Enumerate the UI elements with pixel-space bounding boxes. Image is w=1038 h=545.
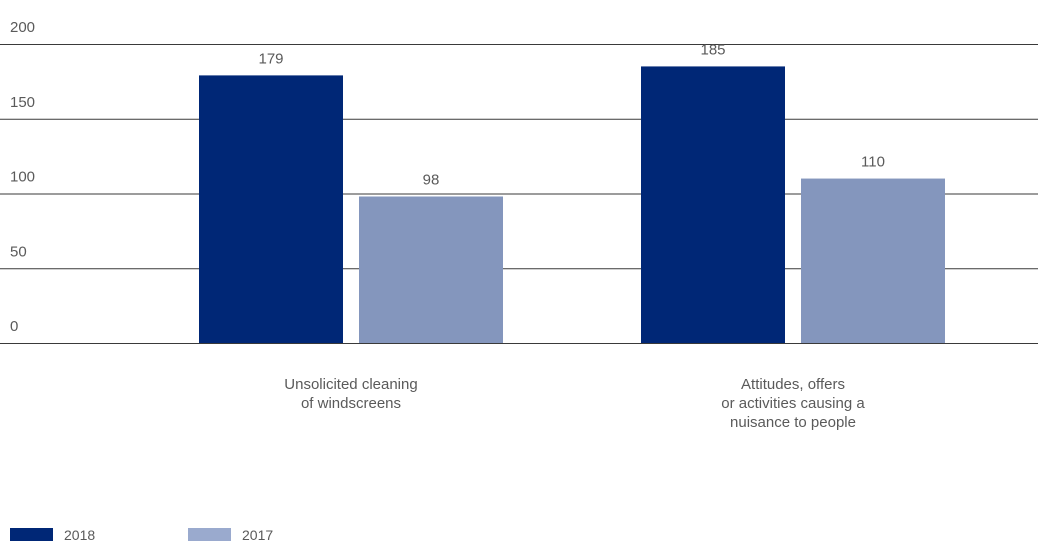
y-tick-label: 100 [10, 169, 35, 186]
category-label: of windscreens [301, 395, 401, 412]
y-tick-label: 150 [10, 94, 35, 111]
y-tick-label: 0 [10, 318, 18, 335]
data-label: 185 [700, 41, 725, 58]
legend-label-2017: 2017 [242, 527, 273, 543]
bar-2017-1 [801, 178, 945, 343]
legend-swatch-2018 [10, 528, 53, 541]
category-label: or activities causing a [721, 395, 865, 412]
data-label: 110 [861, 154, 885, 171]
y-tick-label: 50 [10, 243, 27, 260]
data-label: 179 [258, 50, 283, 67]
bar-2018-1 [641, 66, 785, 344]
category-label: Unsolicited cleaning [284, 376, 417, 393]
y-tick-label: 200 [10, 19, 35, 36]
legend-swatch-2017 [188, 528, 231, 541]
category-label: Attitudes, offers [741, 376, 845, 393]
bar-2017-0 [359, 196, 503, 343]
bar-2018-0 [199, 75, 343, 344]
legend-label-2018: 2018 [64, 527, 95, 543]
category-label: nuisance to people [730, 414, 856, 431]
data-label: 98 [423, 171, 440, 188]
